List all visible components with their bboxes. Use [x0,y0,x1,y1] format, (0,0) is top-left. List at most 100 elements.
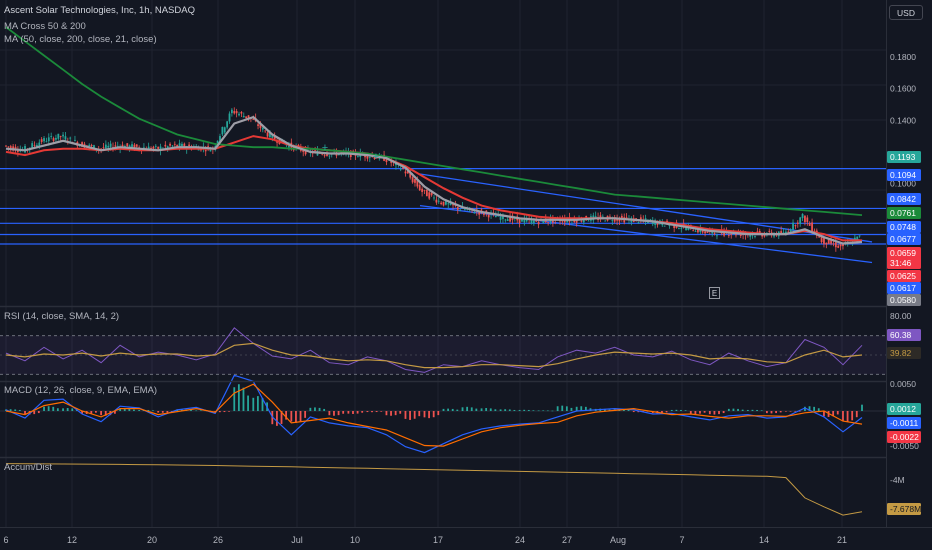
earnings-marker[interactable]: E [709,287,720,299]
time-axis[interactable]: 6 12 20 26 Jul 10 17 24 27 Aug 7 14 21 [3,535,847,545]
macd-histogram-bar [580,406,583,411]
candle-body [506,219,509,221]
macd-histogram-bar [100,411,103,416]
candle-body [173,143,176,145]
macd-histogram-bar [66,408,69,411]
macd-histogram-bar [128,408,131,411]
candle-body [580,220,583,222]
macd-histogram-bar [523,409,526,411]
candle-body [188,144,190,147]
candle-body [226,121,229,128]
candle-body [261,127,264,130]
candle-body [181,143,183,147]
candle-body [16,150,19,152]
candle-body [804,215,806,223]
macd-histogram-bar [190,409,192,411]
macd-histogram-bar [532,410,535,411]
macd-histogram-bar [637,411,640,413]
time-tick-4: Jul [291,535,303,545]
time-tick-1: 12 [67,535,77,545]
candle-body [385,158,388,163]
panel-separators[interactable] [0,0,932,528]
horizontal-levels[interactable] [0,168,886,245]
candle-body [773,234,775,237]
candle-body [36,144,38,147]
price-candles [5,107,861,252]
candle-body [620,215,623,219]
macd-histogram-bar [342,411,345,414]
macd-histogram-bar [228,411,230,412]
rsi-band [0,335,886,375]
price-axis[interactable]: 0.1800 0.1600 0.1400 0.1000 80.00 0.0050 -0.00… [890,52,919,485]
accum-dist-panel [5,463,863,516]
price-badge-6-bg [887,247,921,259]
macd-histogram-bar [133,409,135,411]
macd-histogram-bar [409,411,411,420]
macd-histogram-bar [237,384,240,411]
candle-body [794,225,797,227]
macd-histogram-bar [199,410,202,412]
price-badge-7-bg [887,257,921,269]
macd-histogram-bar [789,411,792,412]
candle-body [233,111,236,114]
candle-body [52,138,55,141]
candle-body [245,116,248,119]
price-badge-10: 0.0580 [890,295,916,305]
candle-body [7,146,10,148]
macd-histogram-bar [499,409,502,411]
candle-body [749,235,752,237]
candle-body [792,222,794,230]
macd-histogram-bar [794,411,797,412]
candle-body [618,218,621,222]
macd-histogram-bar [665,411,668,413]
candle-body [228,113,231,122]
macd-histogram-bar [756,409,758,411]
time-tick-3: 26 [213,535,223,545]
macd-value-badge-1-bg [887,417,921,429]
candle-body [271,134,274,138]
macd-histogram-bar [798,411,801,412]
candle-body [518,217,521,223]
candle-body [242,116,245,118]
candle-body [323,155,326,157]
macd-signal-line [5,383,863,447]
macd-histogram-bar [670,409,673,411]
price-badge-1-bg [887,169,921,181]
macd-histogram-bar [551,410,554,412]
candle-body [404,171,407,174]
price-badge-1: 0.1094 [890,170,916,180]
macd-histogram-bar [494,409,497,411]
macd-value-badge-2: -0.0022 [890,432,919,442]
candle-body [430,192,433,196]
candle-body [252,119,255,120]
candle-body [487,214,490,218]
rsi-ma-line [5,342,863,369]
candle-body [635,218,638,219]
ma-legend[interactable]: MA (50, close, 200, close, 21, close) [4,34,157,45]
candle-body [50,136,53,137]
macd-histogram-bar [43,406,45,411]
macd-histogram-bar [603,408,606,411]
macd-value-badge-2-bg [887,431,921,443]
macd-histogram-bar [703,411,706,413]
candle-body [704,231,706,234]
price-tick-0: 0.1800 [890,52,916,62]
candle-body [818,235,821,238]
candle-body [537,221,540,225]
candle-body [523,218,526,223]
macd-histogram-bar [542,410,545,412]
candle-body [735,234,737,236]
ma-cross-legend[interactable]: MA Cross 50 & 200 [4,21,86,32]
chart-title[interactable]: Ascent Solar Technologies, Inc, 1h, NASD… [4,5,195,16]
macd-histogram-bar [71,408,74,411]
currency-button[interactable]: USD [889,5,923,20]
candle-body [209,149,212,152]
macd-legend[interactable]: MACD (12, 26, close, 9, EMA, EMA) [4,385,158,396]
accum-dist-legend[interactable]: Accum/Dist [4,462,53,473]
candle-body [114,145,117,147]
macd-histogram-bar [565,406,568,411]
rsi-legend[interactable]: RSI (14, close, SMA, 14, 2) [4,311,120,322]
candle-body [639,217,642,220]
candle-body [31,143,34,149]
